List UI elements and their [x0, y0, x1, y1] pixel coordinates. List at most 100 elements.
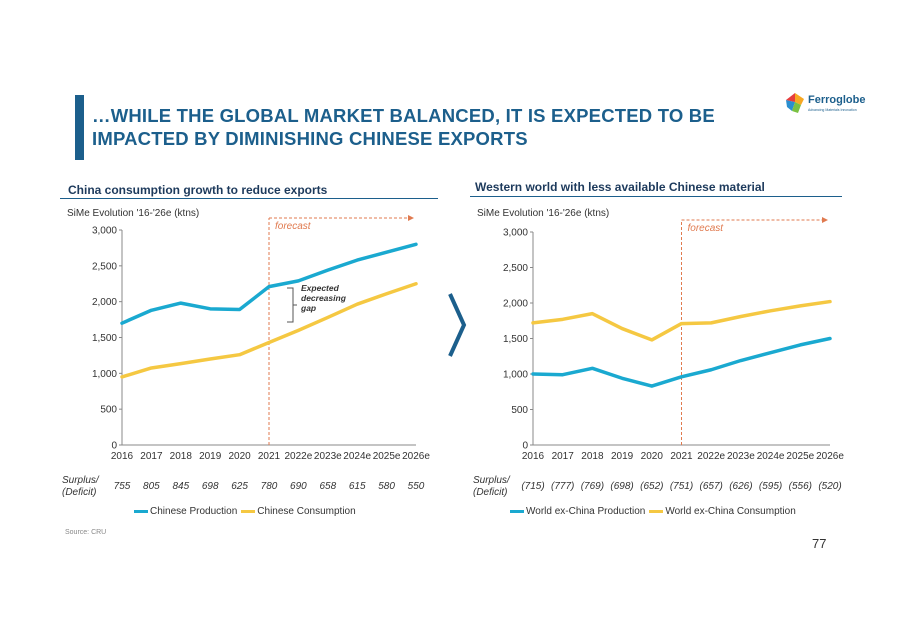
right-forecast-arrowhead	[822, 217, 828, 223]
gap-annotation: Expected decreasing gap	[301, 283, 346, 313]
surplus-value: (657)	[699, 481, 723, 492]
right-y-tick-label: 1,000	[503, 370, 528, 381]
surplus-value: 658	[319, 481, 337, 492]
legend-label: Chinese Consumption	[257, 506, 356, 517]
left-panel-title: China consumption growth to reduce expor…	[68, 183, 328, 197]
left-y-tick-label: 3,000	[92, 226, 117, 237]
chevron-right-icon	[448, 293, 467, 357]
left-surplus-label: Surplus/ (Deficit)	[62, 475, 99, 499]
surplus-value: (751)	[669, 481, 694, 492]
page-number: 77	[812, 536, 827, 551]
left-x-tick-label: 2022e	[284, 451, 312, 462]
legend-label: Chinese Production	[150, 506, 238, 517]
surplus-value: (715)	[521, 481, 545, 492]
surplus-value: (626)	[729, 481, 753, 492]
right-x-tick-label: 2025e	[786, 451, 814, 462]
surplus-value: 698	[201, 481, 219, 492]
gap-annotation-line-1: Expected	[301, 283, 339, 293]
right-series-line	[531, 299, 832, 342]
right-x-tick-label: 2018	[581, 451, 604, 462]
surplus-value: 755	[113, 481, 131, 492]
title-accent-bar	[75, 95, 84, 160]
left-y-tick-label: 2,000	[92, 297, 117, 308]
left-y-tick-label: 1,000	[92, 369, 117, 380]
right-legend: World ex-China Production World ex-China…	[510, 506, 800, 517]
right-x-tick-label: 2024e	[757, 451, 785, 462]
gap-bracket	[287, 287, 297, 323]
left-x-tick-label: 2017	[140, 451, 163, 462]
left-series-line	[120, 282, 418, 379]
right-series-line	[531, 336, 832, 388]
legend-item-world-consumption: World ex-China Consumption	[649, 506, 796, 517]
surplus-value: 615	[348, 481, 366, 492]
right-surplus-label-line-1: Surplus/	[473, 475, 510, 486]
source-note: Source: CRU	[65, 529, 107, 536]
left-panel-underline	[60, 198, 438, 199]
surplus-value: (556)	[788, 481, 812, 492]
left-surplus-label-line-2: (Deficit)	[62, 487, 97, 498]
surplus-value: 845	[172, 481, 190, 492]
right-y-tick-label: 1,500	[503, 334, 528, 345]
surplus-value: 805	[143, 481, 160, 492]
left-forecast-arrowhead	[408, 215, 414, 221]
right-x-tick-label: 2020	[641, 451, 664, 462]
logo-globe-icon	[786, 93, 804, 113]
page-title-line-2: IMPACTED BY DIMINISHING CHINESE EXPORTS	[92, 128, 528, 149]
right-y-tick-label: 2,000	[503, 299, 528, 310]
gap-annotation-line-3: gap	[301, 303, 317, 313]
left-x-tick-label: 2016	[111, 451, 134, 462]
surplus-value: (652)	[640, 481, 664, 492]
left-series-line	[120, 242, 418, 325]
right-forecast-label: forecast	[688, 223, 725, 234]
left-y-tick-label: 1,500	[92, 333, 117, 344]
right-y-tick-label: 0	[522, 441, 528, 452]
logo-name: Ferroglobe	[808, 94, 866, 106]
left-surplus-label-line-1: Surplus/	[62, 475, 99, 486]
legend-item-world-production: World ex-China Production	[510, 506, 645, 517]
legend-label: World ex-China Consumption	[665, 506, 796, 517]
legend-label: World ex-China Production	[526, 506, 646, 517]
surplus-value: (520)	[818, 481, 842, 492]
legend-swatch	[241, 510, 256, 513]
left-x-tick-label: 2026e	[402, 451, 430, 462]
left-x-tick-label: 2025e	[373, 451, 401, 462]
legend-swatch	[134, 510, 148, 513]
right-x-tick-label: 2017	[552, 451, 575, 462]
surplus-value: 550	[407, 481, 425, 492]
page-title-line-1: …WHILE THE GLOBAL MARKET BALANCED, IT IS…	[92, 105, 715, 126]
surplus-value: 580	[378, 481, 395, 492]
legend-swatch	[649, 510, 664, 513]
left-x-tick-label: 2023e	[314, 451, 342, 462]
page-title: …WHILE THE GLOBAL MARKET BALANCED, IT IS…	[92, 104, 715, 150]
left-y-tick-label: 2,500	[92, 261, 117, 272]
surplus-value: (769)	[580, 481, 605, 492]
left-y-tick-label: 500	[100, 405, 117, 416]
right-y-tick-label: 2,500	[503, 263, 528, 274]
logo-tagline: Advancing Materials Innovation	[808, 108, 857, 112]
right-x-tick-label: 2026e	[816, 451, 844, 462]
ferroglobe-logo: Ferroglobe Advancing Materials Innovatio…	[784, 90, 874, 120]
right-x-tick-label: 2022e	[697, 451, 725, 462]
right-panel-title: Western world with less available Chines…	[475, 180, 765, 194]
left-y-tick-label: 0	[111, 441, 117, 452]
right-x-tick-label: 2016	[522, 451, 545, 462]
right-surplus-label-line-2: (Deficit)	[473, 487, 508, 498]
left-forecast-label: forecast	[275, 221, 312, 232]
surplus-value: 625	[231, 481, 248, 492]
right-y-axis-title: SiMe Evolution '16-'26e (ktns)	[477, 208, 610, 219]
left-x-tick-label: 2020	[228, 451, 251, 462]
left-y-axis-title: SiMe Evolution '16-'26e (ktns)	[67, 208, 200, 219]
legend-item-chinese-production: Chinese Production	[134, 506, 237, 517]
gap-annotation-line-2: decreasing	[301, 293, 346, 303]
right-surplus-label: Surplus/ (Deficit)	[473, 475, 510, 499]
legend-swatch	[510, 510, 524, 513]
left-x-tick-label: 2021	[258, 451, 281, 462]
right-x-tick-label: 2021	[670, 451, 693, 462]
surplus-value: 690	[290, 481, 307, 492]
surplus-value: (777)	[551, 481, 575, 492]
right-y-tick-label: 500	[511, 405, 528, 416]
legend-item-chinese-consumption: Chinese Consumption	[241, 506, 356, 517]
left-x-tick-label: 2024e	[343, 451, 371, 462]
right-y-tick-label: 3,000	[503, 228, 528, 239]
